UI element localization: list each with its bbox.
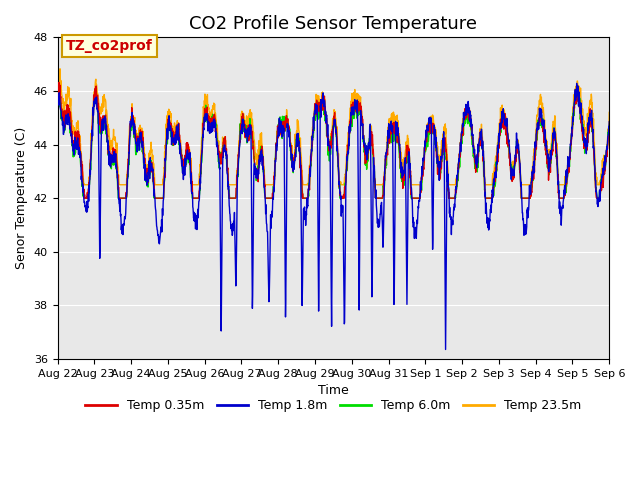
Temp 0.35m <box>54 92 61 97</box>
Temp 23.5m <box>83 182 90 188</box>
Temp 23.5m <box>605 109 613 115</box>
X-axis label: Time: Time <box>318 384 349 397</box>
Temp 23.5m <box>308 136 316 142</box>
Temp 0.35m <box>83 195 90 201</box>
Temp 6.0m <box>81 195 88 201</box>
Temp 23.5m <box>489 173 497 179</box>
Temp 6.0m <box>589 145 597 151</box>
Temp 0.35m <box>605 128 613 133</box>
Line: Temp 6.0m: Temp 6.0m <box>58 87 609 198</box>
Temp 1.8m <box>488 187 496 193</box>
Line: Temp 23.5m: Temp 23.5m <box>58 69 609 185</box>
Temp 1.8m <box>54 103 61 108</box>
Temp 1.8m <box>322 109 330 115</box>
Temp 23.5m <box>590 129 598 135</box>
Line: Temp 0.35m: Temp 0.35m <box>58 83 609 198</box>
Temp 0.35m <box>590 151 598 157</box>
Temp 6.0m <box>82 195 90 201</box>
Temp 6.0m <box>308 153 316 158</box>
Temp 1.8m <box>82 206 90 212</box>
Y-axis label: Senor Temperature (C): Senor Temperature (C) <box>15 127 28 269</box>
Temp 0.35m <box>489 195 497 201</box>
Temp 0.35m <box>55 80 63 85</box>
Temp 1.8m <box>590 145 598 151</box>
Legend: Temp 0.35m, Temp 1.8m, Temp 6.0m, Temp 23.5m: Temp 0.35m, Temp 1.8m, Temp 6.0m, Temp 2… <box>81 394 586 417</box>
Temp 0.35m <box>589 140 597 146</box>
Line: Temp 1.8m: Temp 1.8m <box>58 84 609 349</box>
Title: CO2 Profile Sensor Temperature: CO2 Profile Sensor Temperature <box>189 15 477 33</box>
Temp 1.8m <box>589 144 597 149</box>
Temp 6.0m <box>605 123 613 129</box>
Temp 0.35m <box>308 144 316 149</box>
Temp 23.5m <box>589 116 597 122</box>
Temp 23.5m <box>56 66 64 72</box>
Temp 6.0m <box>488 195 496 201</box>
Temp 23.5m <box>323 117 330 122</box>
Temp 6.0m <box>54 99 61 105</box>
Temp 6.0m <box>322 119 330 125</box>
Temp 0.35m <box>323 121 330 127</box>
Temp 23.5m <box>80 182 88 188</box>
Temp 1.8m <box>307 150 315 156</box>
Temp 1.8m <box>442 347 449 352</box>
Text: TZ_co2prof: TZ_co2prof <box>66 39 152 53</box>
Temp 1.8m <box>605 119 613 124</box>
Temp 1.8m <box>573 81 580 86</box>
Temp 23.5m <box>54 81 61 87</box>
Temp 0.35m <box>81 195 88 201</box>
Temp 6.0m <box>574 84 582 90</box>
Temp 6.0m <box>590 151 598 156</box>
